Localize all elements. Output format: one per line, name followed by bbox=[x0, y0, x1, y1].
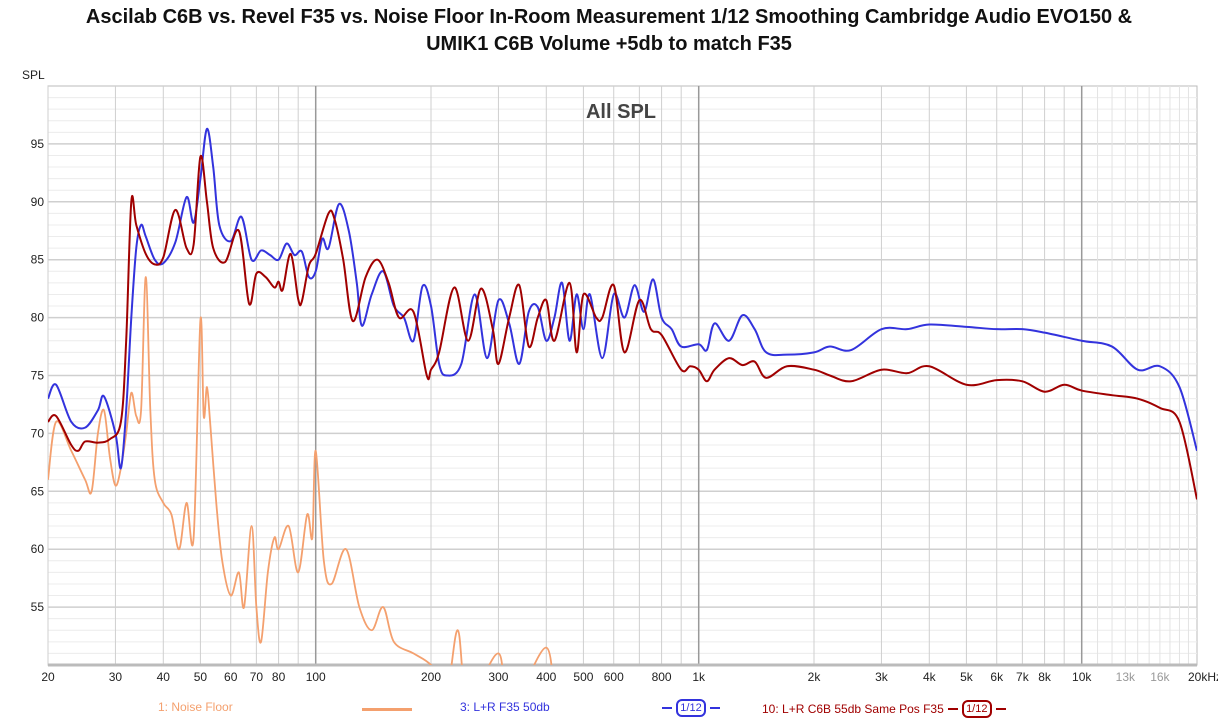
y-tick-label: 70 bbox=[31, 426, 45, 440]
x-tick-label: 50 bbox=[194, 670, 208, 684]
plot-title: All SPL bbox=[586, 101, 656, 123]
x-tick-label: 10k bbox=[1072, 670, 1092, 684]
x-tick-label: 600 bbox=[604, 670, 624, 684]
y-tick-label: 95 bbox=[31, 137, 45, 151]
x-tick-label: 200 bbox=[421, 670, 441, 684]
y-tick-label: 65 bbox=[31, 484, 45, 498]
x-tick-label: 800 bbox=[652, 670, 672, 684]
legend-f35[interactable]: 3: L+R F35 50db bbox=[460, 700, 550, 714]
chart-title: Ascilab C6B vs. Revel F35 vs. Noise Floo… bbox=[0, 4, 1218, 58]
y-tick-label: 60 bbox=[31, 542, 45, 556]
x-tick-label: 70 bbox=[250, 670, 264, 684]
x-tick-label: 7k bbox=[1016, 670, 1030, 684]
grid bbox=[47, 85, 1198, 667]
x-tick-label: 80 bbox=[272, 670, 286, 684]
series-line-f35 bbox=[48, 127, 1197, 470]
x-tick-label: 20 bbox=[41, 670, 55, 684]
x-tick-label: 13k bbox=[1116, 670, 1136, 684]
x-tick-label: 3k bbox=[875, 670, 889, 684]
legend: 1: Noise Floor 3: L+R F35 50db 1/12 10: … bbox=[0, 699, 1218, 720]
title-line-1: Ascilab C6B vs. Revel F35 vs. Noise Floo… bbox=[85, 6, 1133, 28]
x-tick-label: 300 bbox=[488, 670, 508, 684]
legend-label: 3: L+R F35 50db bbox=[460, 700, 550, 714]
legend-f35-smoothing[interactable]: 1/12 bbox=[662, 699, 720, 717]
x-tick-label: 8k bbox=[1038, 670, 1052, 684]
x-tick-label: 4k bbox=[923, 670, 937, 684]
x-tick-label: 1k bbox=[692, 670, 706, 684]
x-tick-label: 60 bbox=[224, 670, 238, 684]
spl-chart: SPL All SPL 55 60 65 70 75 80 85 90 95 20 30 40 50 6… bbox=[22, 68, 1218, 684]
series-line-c6b bbox=[48, 154, 1197, 500]
x-tick-label: 2k bbox=[808, 670, 822, 684]
x-tick-label: 20kHz bbox=[1188, 670, 1218, 684]
x-tick-label: 100 bbox=[306, 670, 326, 684]
y-tick-label: 80 bbox=[31, 311, 45, 325]
series-line-noise-floor bbox=[48, 276, 553, 665]
x-tick-label: 40 bbox=[157, 670, 171, 684]
legend-noise-floor-swatch bbox=[362, 708, 412, 711]
title-line-2: UMIK1 C6B Volume +5db to match F35 bbox=[426, 33, 792, 55]
x-tick-label: 6k bbox=[990, 670, 1004, 684]
y-tick-label: 90 bbox=[31, 195, 45, 209]
y-tick-label: 55 bbox=[31, 600, 45, 614]
y-tick-label: 85 bbox=[31, 253, 45, 267]
legend-label: 10: L+R C6B 55db Same Pos F35 bbox=[762, 702, 944, 716]
smoothing-badge: 1/12 bbox=[676, 699, 706, 717]
smoothing-badge: 1/12 bbox=[961, 700, 992, 718]
y-tick-label: 75 bbox=[31, 369, 45, 383]
y-axis-label: SPL bbox=[22, 68, 45, 82]
legend-label: 1: Noise Floor bbox=[158, 700, 233, 714]
legend-c6b[interactable]: 10: L+R C6B 55db Same Pos F35 1/12 bbox=[762, 700, 1006, 718]
x-tick-label: 5k bbox=[960, 670, 974, 684]
legend-noise-floor[interactable]: 1: Noise Floor bbox=[158, 700, 233, 714]
x-tick-label: 16k bbox=[1150, 670, 1170, 684]
x-tick-label: 30 bbox=[109, 670, 123, 684]
x-tick-label: 500 bbox=[573, 670, 593, 684]
x-tick-label: 400 bbox=[536, 670, 556, 684]
